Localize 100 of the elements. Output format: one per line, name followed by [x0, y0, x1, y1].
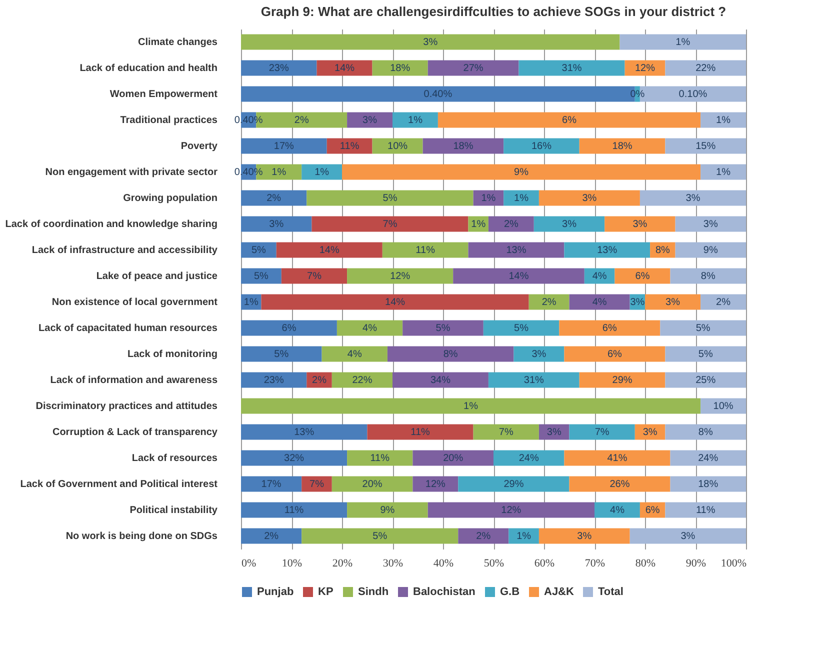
annotation: 1% — [716, 115, 731, 126]
bar — [665, 138, 746, 154]
bar — [336, 320, 403, 336]
annotation: 3% — [666, 297, 680, 308]
bar — [518, 60, 625, 76]
bar — [494, 450, 564, 466]
bar — [241, 346, 322, 362]
annotation: 23% — [268, 63, 289, 74]
annotation: 18% — [612, 141, 632, 152]
y-tick-label: Traditional practices — [120, 115, 218, 126]
annotation: 1% — [244, 297, 258, 308]
bar — [660, 320, 746, 336]
bar — [569, 424, 635, 440]
bar — [281, 268, 348, 284]
y-tick-label: Lack of capacitated human resources — [38, 323, 218, 334]
annotation: 1% — [471, 219, 486, 230]
annotation: 1% — [514, 193, 529, 204]
bar — [326, 138, 372, 154]
annotation: 6% — [645, 505, 660, 516]
annotation: 2% — [542, 297, 556, 308]
bar — [392, 372, 488, 388]
annotation: 9% — [703, 245, 718, 256]
annotation: 1% — [676, 37, 690, 48]
bar — [276, 242, 382, 258]
bar — [428, 502, 594, 518]
bar — [241, 476, 302, 492]
bar — [241, 398, 701, 414]
annotation: 17% — [274, 141, 294, 152]
bar — [579, 372, 666, 388]
y-tick-label: Women Empowerment — [110, 89, 218, 100]
y-tick-label: Non engagement with private sector — [45, 167, 218, 178]
bar — [316, 60, 372, 76]
annotation: 3% — [577, 531, 592, 542]
annotation: 2% — [264, 531, 279, 542]
bar — [332, 372, 392, 388]
annotation: 5% — [251, 245, 266, 256]
x-tick-label: 10% — [282, 558, 302, 570]
y-tick-label: Non existence of local government — [52, 297, 218, 308]
bar — [347, 268, 454, 284]
annotation: 29% — [504, 479, 524, 490]
annotation: 41% — [607, 453, 628, 464]
y-tick-label: Poverty — [180, 141, 218, 152]
bar — [488, 372, 580, 388]
annotation: 0.40% — [424, 89, 452, 100]
annotation: 3% — [582, 193, 597, 204]
x-tick-label: 30% — [382, 558, 404, 570]
bar — [564, 450, 670, 466]
annotation: 24% — [698, 453, 718, 464]
annotation: 3% — [642, 427, 658, 438]
bar — [665, 346, 746, 362]
annotation: 11% — [340, 141, 360, 152]
annotation: 14% — [508, 271, 529, 282]
annotation: 8% — [655, 245, 670, 256]
bar — [261, 294, 529, 310]
bar — [241, 450, 348, 466]
bar — [508, 528, 539, 544]
annotation: 11% — [416, 245, 436, 256]
y-tick-label: Lack of coordination and knowledge sharing — [5, 219, 218, 230]
bar — [645, 294, 701, 310]
annotation: 12% — [501, 505, 522, 516]
bar — [514, 346, 564, 362]
annotation: 9% — [514, 167, 529, 178]
bar — [241, 216, 312, 232]
bar — [594, 502, 640, 518]
bar — [241, 268, 282, 284]
annotation: 4% — [362, 323, 378, 334]
annotation: 3% — [703, 219, 718, 230]
y-tick-label: Growing population — [123, 193, 218, 204]
bar — [569, 476, 670, 492]
bar — [241, 320, 337, 336]
bar — [241, 372, 307, 388]
x-tick-label: 0% — [242, 558, 256, 570]
annotation: 5% — [274, 349, 289, 360]
annotation: 5% — [696, 323, 710, 334]
bar — [438, 112, 701, 128]
annotation: 2% — [716, 297, 731, 308]
bar — [382, 242, 468, 258]
bar — [675, 242, 746, 258]
bar — [700, 112, 746, 128]
bar — [528, 294, 570, 310]
bar — [402, 320, 484, 336]
annotation: 11% — [410, 427, 430, 438]
annotation: 14% — [334, 63, 355, 74]
annotation: 3% — [532, 349, 546, 360]
bar — [665, 502, 746, 518]
bar — [614, 268, 670, 284]
bar — [624, 60, 666, 76]
annotation: 3% — [423, 37, 438, 48]
bar — [367, 424, 474, 440]
annotation: 11% — [284, 505, 304, 516]
annotation: 5% — [514, 323, 529, 334]
annotation: 8% — [443, 349, 458, 360]
y-tick-label: Lack of Government and Political interest — [20, 479, 218, 490]
x-tick-label: 100% — [720, 558, 746, 570]
y-tick-label: Climate changes — [138, 37, 218, 48]
bar — [372, 138, 423, 154]
bar — [347, 502, 428, 518]
annotation: 1% — [481, 193, 496, 204]
bar — [604, 216, 676, 232]
annotation: 6% — [282, 323, 296, 334]
